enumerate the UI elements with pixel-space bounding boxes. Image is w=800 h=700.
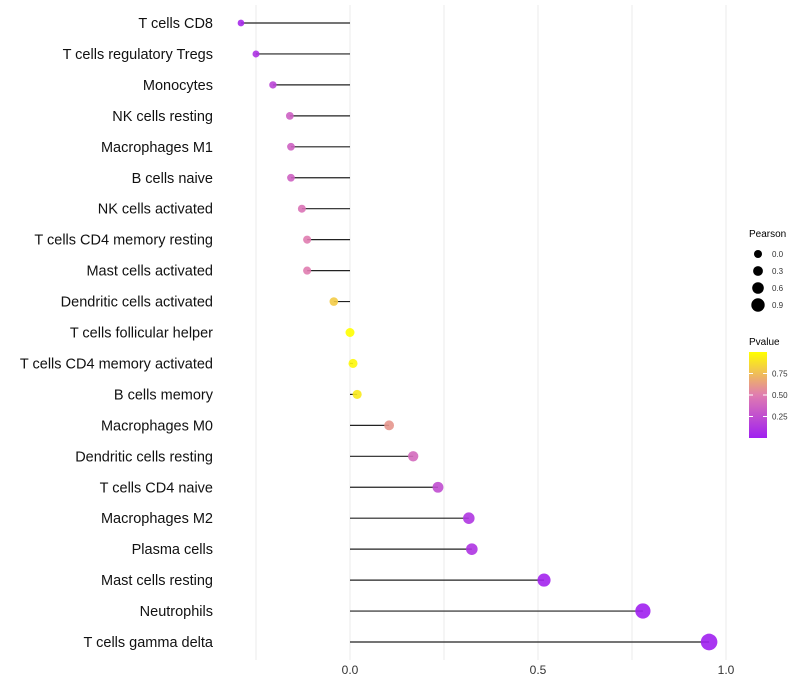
lollipop-point	[237, 19, 245, 27]
lollipop-point	[384, 420, 395, 431]
lollipop-point	[329, 297, 339, 306]
x-tick-label: 1.0	[718, 663, 735, 677]
y-tick-label: Dendritic cells activated	[61, 295, 213, 311]
pvalue-colorbar	[749, 352, 767, 438]
legend-color-title: Pvalue	[749, 337, 780, 348]
y-tick-label: T cells CD4 naive	[100, 480, 213, 496]
y-tick-label: Macrophages M1	[101, 140, 213, 156]
legend-size-dot	[754, 250, 762, 258]
lollipop-point	[463, 512, 475, 524]
lollipop-point	[303, 266, 312, 275]
legend-size-label: 0.0	[772, 250, 784, 259]
y-tick-label: B cells memory	[114, 387, 214, 403]
y-tick-label: Monocytes	[143, 78, 213, 94]
lollipop-point	[466, 543, 478, 555]
y-tick-label: NK cells resting	[112, 109, 213, 125]
y-tick-label: Dendritic cells resting	[75, 449, 213, 465]
y-tick-label: Macrophages M2	[101, 511, 213, 527]
lollipop-point	[635, 603, 651, 619]
y-tick-label: Mast cells activated	[86, 264, 213, 280]
lollipop-point	[345, 328, 355, 337]
x-tick-label: 0.0	[342, 663, 359, 677]
legend-size-dot	[752, 282, 764, 294]
y-tick-label: NK cells activated	[98, 202, 213, 218]
legend-color-label: 0.25	[772, 413, 788, 422]
legend-size-label: 0.6	[772, 284, 784, 293]
y-tick-label: T cells CD8	[138, 16, 213, 32]
y-tick-label: T cells CD4 memory resting	[34, 233, 213, 249]
y-tick-label: T cells CD4 memory activated	[20, 356, 213, 372]
y-tick-label: T cells follicular helper	[70, 326, 213, 342]
legend-color-label: 0.75	[772, 370, 788, 379]
legend-size-label: 0.3	[772, 267, 784, 276]
lollipop-point	[297, 204, 306, 213]
lollipop-point	[407, 451, 419, 462]
lollipop-point	[700, 633, 718, 651]
y-tick-label: Neutrophils	[140, 604, 213, 620]
lollipop-point	[303, 235, 312, 244]
legend-size-dot	[753, 266, 763, 276]
lollipop-point	[352, 389, 362, 399]
lollipop-point	[285, 111, 294, 120]
y-tick-label: Mast cells resting	[101, 573, 213, 589]
lollipop-point	[287, 142, 295, 151]
legend-size-title: Pearson	[749, 229, 786, 240]
lollipop-point	[269, 81, 277, 89]
x-tick-label: 0.5	[530, 663, 547, 677]
legend-size-dot	[751, 298, 765, 312]
lollipop-point	[252, 50, 260, 58]
lollipop-point	[537, 573, 551, 587]
legend-color-label: 0.50	[772, 391, 788, 400]
y-tick-label: Plasma cells	[132, 542, 213, 558]
lollipop-point	[348, 358, 358, 368]
y-tick-label: T cells regulatory Tregs	[63, 47, 213, 63]
legend-size-label: 0.9	[772, 301, 784, 310]
lollipop-point	[287, 173, 295, 182]
y-tick-label: Macrophages M0	[101, 418, 213, 434]
y-tick-label: T cells gamma delta	[84, 635, 214, 651]
lollipop-point	[432, 481, 444, 493]
y-tick-label: B cells naive	[132, 171, 213, 187]
